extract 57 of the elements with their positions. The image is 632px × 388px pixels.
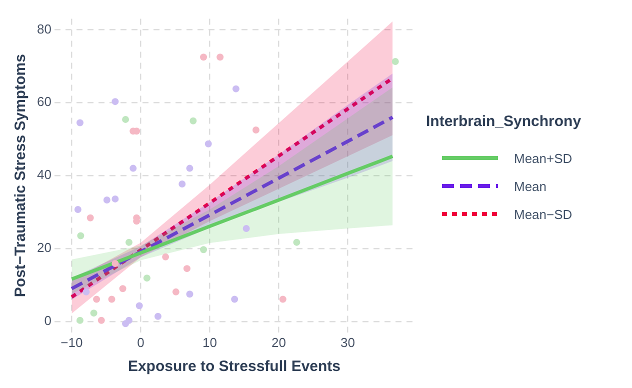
line-series xyxy=(70,116,394,290)
x-tick-label: −10 xyxy=(60,334,83,350)
x-tick-label: 10 xyxy=(202,334,217,350)
point xyxy=(186,164,194,172)
point xyxy=(231,296,238,303)
legend-label: Mean xyxy=(514,178,547,194)
point xyxy=(154,312,162,320)
y-tick-label: 80 xyxy=(36,21,52,36)
point xyxy=(200,246,208,254)
point xyxy=(98,316,105,324)
point xyxy=(178,180,186,188)
point xyxy=(293,238,300,246)
point xyxy=(136,302,143,310)
point xyxy=(103,196,110,204)
point xyxy=(108,296,116,303)
point xyxy=(232,85,240,92)
point xyxy=(143,274,150,282)
point xyxy=(86,214,94,222)
point xyxy=(183,265,190,272)
y-tick-label: 20 xyxy=(36,240,52,256)
point xyxy=(112,98,119,106)
point xyxy=(76,119,84,126)
point xyxy=(204,140,212,148)
point xyxy=(77,232,84,240)
point xyxy=(112,195,119,202)
point xyxy=(130,164,137,172)
x-tick-label: 0 xyxy=(137,334,144,350)
point xyxy=(392,58,399,65)
point xyxy=(190,117,197,124)
point xyxy=(125,238,132,246)
point xyxy=(93,296,100,303)
point xyxy=(200,54,208,61)
legend-title: Interbrain_Synchrony xyxy=(426,113,582,130)
point xyxy=(119,285,126,292)
x-axis-title: Exposure to Stressfull Events xyxy=(128,358,341,376)
y-tick-label: 0 xyxy=(44,313,52,328)
point xyxy=(122,116,130,123)
x-tick-label: 20 xyxy=(272,334,286,350)
point xyxy=(162,253,170,260)
y-tick-label: 40 xyxy=(36,167,52,182)
point xyxy=(216,54,224,61)
point xyxy=(125,316,132,324)
point xyxy=(112,260,119,267)
point xyxy=(242,224,250,232)
point xyxy=(74,206,82,214)
point xyxy=(90,310,98,317)
y-tick-label: 60 xyxy=(36,94,52,110)
x-tick-label: 30 xyxy=(340,334,355,350)
point xyxy=(186,290,194,298)
legend-label: Mean−SD xyxy=(514,206,572,222)
legend-label: Mean+SD xyxy=(514,150,572,166)
point xyxy=(82,288,90,296)
y-axis-title: Post−Traumatic Stress Symptoms xyxy=(12,54,30,298)
point xyxy=(252,126,260,134)
point xyxy=(76,316,84,324)
point xyxy=(279,296,286,303)
point xyxy=(172,288,180,296)
